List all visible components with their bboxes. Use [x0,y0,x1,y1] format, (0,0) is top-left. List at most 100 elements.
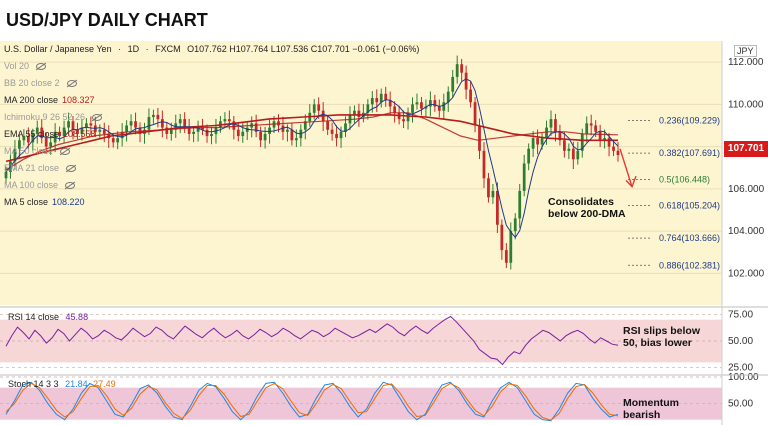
rsi-annotation-line-2: 50, bias lower [623,337,692,349]
candle-body [205,129,209,137]
rsi-annotation-line-1: RSI slips below [623,325,701,337]
candle-body [152,114,155,118]
candle-body [616,150,620,156]
candle-body [263,133,267,141]
candle-body [85,123,88,128]
candle-body [196,127,200,132]
hidden-eye-icon[interactable] [65,182,76,189]
legend-label: Vol 20 [4,61,30,71]
candle-body [330,129,334,134]
legend-row[interactable]: Vol 20 [4,58,102,75]
price-annotation: Consolidates below 200-DMA [548,196,626,220]
hidden-eye-icon[interactable] [36,63,47,70]
stoch-k-line [5,381,619,422]
candle-body [303,121,307,130]
candle-body [558,131,562,141]
candle-body [335,133,338,139]
legend-label: MA 50 close [4,146,54,156]
candle-body [165,127,169,134]
legend-row[interactable]: EMA 21 close [4,160,102,177]
candle-body [294,138,298,141]
legend-label: EMA 21 close [4,163,60,173]
fib-level-label: 0.764(103.666) [659,233,720,243]
legend-row[interactable]: MA 50 close [4,143,102,160]
legend-value: 108.327 [62,95,95,105]
legend-value: 108.220 [52,197,85,207]
price-tick-label: 104.000 [728,226,765,237]
candle-body [31,133,35,143]
hidden-eye-icon[interactable] [66,165,77,172]
candle-body [415,102,419,105]
candle-body [76,129,79,134]
candle-body [549,119,553,128]
legend-row[interactable]: EMA 55 close 108.558 [4,126,102,143]
candle-body [160,119,164,128]
legend-row[interactable]: Ichimoku 9 26 52 26 [4,109,103,126]
candle-body [571,148,575,160]
candle-body [567,148,571,151]
hidden-eye-icon[interactable] [60,148,71,155]
legend-label: MA 5 close [4,197,49,207]
legend-value: 108.558 [63,129,96,139]
candle-body [464,72,468,90]
candle-body [607,138,611,147]
rsi-line [5,315,619,366]
candle-body [504,250,508,263]
candle-body [411,104,414,113]
candle-body [102,129,106,134]
candle-body [482,150,486,179]
candle-body [518,190,522,219]
candle-body [446,91,450,103]
candle-body [496,190,499,225]
candle-body [402,119,405,122]
candle-body [478,125,481,151]
stoch-tick-label: 100.00 [728,372,759,383]
stoch-label[interactable]: Stoch 14 3 3 21.84 27.49 [8,379,116,389]
candle-body [58,131,61,137]
candle-body [201,127,204,130]
legend-row[interactable]: MA 5 close 108.220 [4,194,102,211]
fib-level-label: 0.236(109.229) [659,116,720,126]
rsi-annotation: RSI slips below 50, bias lower [623,325,700,349]
candle-body [460,64,464,73]
price-tick-label: 112.000 [728,57,764,68]
candle-body [326,121,330,130]
candle-body [281,125,285,132]
price-tick-label: 106.000 [728,184,765,195]
candle-body [187,127,191,134]
candle-body [98,129,102,132]
candle-body [26,136,30,143]
symbol-interval[interactable]: 1D [127,44,140,54]
candle-body [509,231,513,263]
candle-body [236,129,240,137]
symbol-name: U.S. Dollar / Japanese Yen [4,44,112,54]
legend-row[interactable]: BB 20 close 2 [4,75,102,92]
candle-body [178,119,182,124]
legend-label: MA 100 close [4,180,59,190]
candle-body [156,114,160,120]
stoch-d-value: 27.49 [93,379,116,389]
legend-row[interactable]: MA 200 close 108.327 [4,92,102,109]
ma200-line [5,114,618,163]
candle-body [254,123,258,132]
last-price-tag: 107.701 [724,141,768,157]
candle-body [513,218,517,232]
candle-body [531,138,535,149]
legend-row[interactable]: MA 100 close [4,177,102,194]
candle-body [169,129,173,134]
rsi-label[interactable]: RSI 14 close 45.88 [8,312,89,322]
candle-body [4,171,8,179]
ma5-line [5,78,619,239]
fib-level-label: 0.618(105.204) [659,201,720,211]
hidden-eye-icon[interactable] [66,80,77,87]
currency-label[interactable]: JPY [734,45,757,57]
candle-body [192,131,196,134]
candle-body [563,140,566,151]
candle-body [13,148,17,162]
symbol-exchange: FXCM [155,44,181,54]
symbol-header: U.S. Dollar / Japanese Yen · 1D · FXCM O… [4,44,420,54]
chart-title: USD/JPY DAILY CHART [6,10,208,30]
candle-body [540,138,544,145]
hidden-eye-icon[interactable] [92,114,103,121]
candle-body [433,100,437,107]
